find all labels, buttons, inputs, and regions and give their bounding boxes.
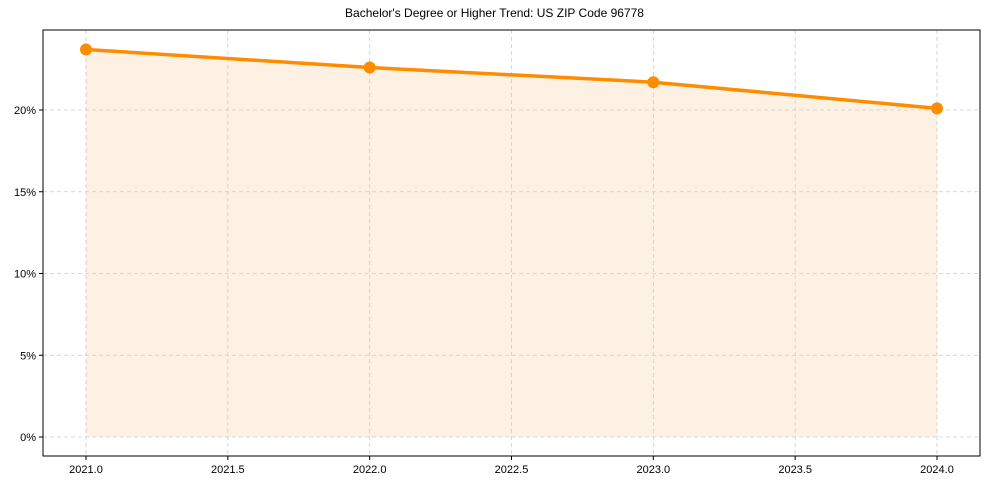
chart-title: Bachelor's Degree or Higher Trend: US ZI… <box>345 6 644 20</box>
y-tick-label: 15% <box>14 187 36 199</box>
y-tick-label: 20% <box>14 105 36 117</box>
x-tick-label: 2024.0 <box>920 464 954 476</box>
y-tick-label: 5% <box>20 350 36 362</box>
data-point <box>931 102 943 115</box>
data-point <box>80 43 92 56</box>
x-tick-label: 2022.0 <box>353 464 387 476</box>
y-tick-label: 0% <box>20 432 36 444</box>
x-tick-label: 2023.5 <box>778 464 812 476</box>
data-point <box>647 76 660 89</box>
x-tick-label: 2021.0 <box>69 464 103 476</box>
y-tick-label: 10% <box>14 269 36 281</box>
x-tick-label: 2022.5 <box>495 464 529 476</box>
x-tick-label: 2021.5 <box>211 464 245 476</box>
data-point <box>363 61 376 74</box>
x-tick-label: 2023.0 <box>637 464 671 476</box>
data-line <box>85 47 938 111</box>
